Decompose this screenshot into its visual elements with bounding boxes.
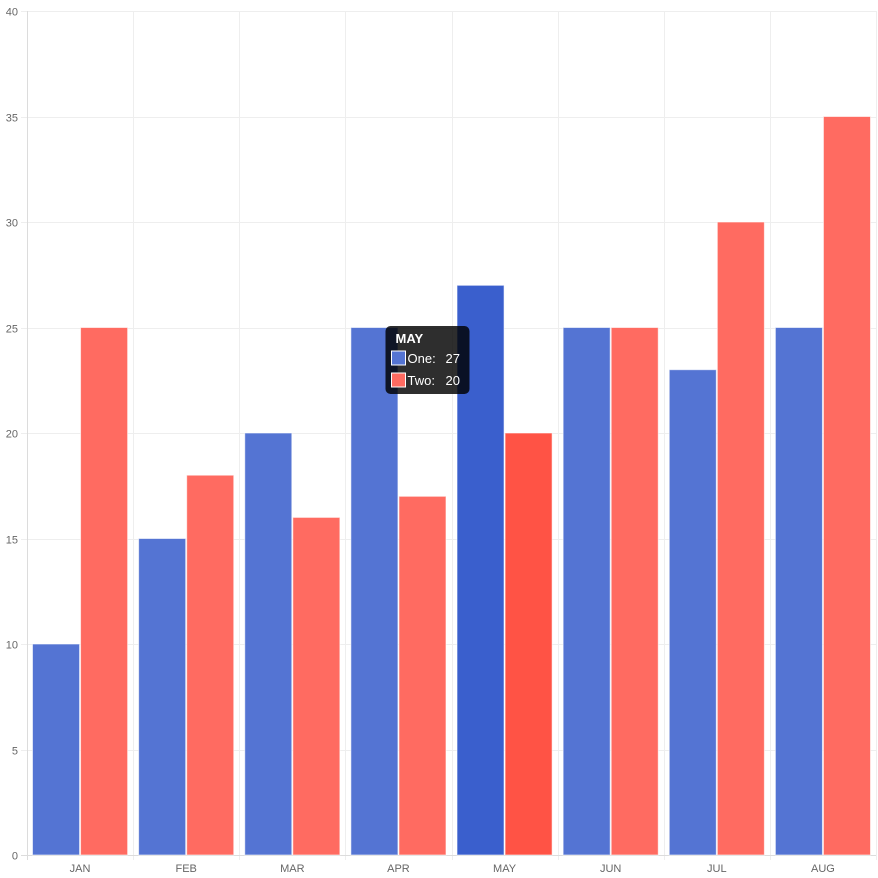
tooltip-background	[385, 326, 470, 394]
bar-one-apr[interactable]	[350, 327, 399, 856]
bar-two-apr[interactable]	[398, 495, 447, 856]
y-tick-label-40: 40	[6, 7, 18, 19]
tooltip-swatch-one	[391, 350, 406, 366]
x-tick-label-jun: JUN	[600, 863, 621, 875]
bars	[32, 116, 871, 856]
tooltip-value-two: 20	[446, 373, 460, 388]
y-tick-label-35: 35	[6, 113, 18, 125]
bar-two-jul[interactable]	[716, 221, 765, 856]
bar-two-feb[interactable]	[186, 474, 235, 856]
bar-one-jan[interactable]	[32, 643, 81, 856]
bar-two-aug[interactable]	[822, 116, 871, 856]
grid-layer	[21, 11, 877, 860]
tooltip-label-two: Two:	[408, 373, 435, 388]
bar-one-feb[interactable]	[138, 538, 187, 856]
bar-one-aug[interactable]	[774, 327, 823, 856]
tooltip-label-one: One:	[408, 351, 436, 366]
bar-one-jul[interactable]	[668, 369, 717, 856]
x-tick-label-feb: FEB	[175, 863, 196, 875]
bar-one-jun[interactable]	[562, 327, 611, 856]
y-tick-label-30: 30	[6, 218, 18, 230]
y-tick-label-25: 25	[6, 324, 18, 336]
y-axis: 0 5 10 15 20 25 30 35 40	[6, 7, 18, 863]
y-tick-label-20: 20	[6, 429, 18, 441]
bar-one-mar[interactable]	[244, 432, 293, 856]
bar-two-may[interactable]	[504, 432, 553, 856]
x-tick-label-mar: MAR	[280, 863, 305, 875]
tooltip-value-one: 27	[446, 351, 460, 366]
y-tick-label-5: 5	[12, 746, 18, 758]
bar-two-jan[interactable]	[80, 327, 129, 856]
x-tick-label-aug: AUG	[811, 863, 835, 875]
y-tick-label-0: 0	[12, 851, 18, 863]
bar-two-mar[interactable]	[292, 516, 341, 856]
y-tick-label-10: 10	[6, 640, 18, 652]
tooltip-title: MAY	[396, 331, 424, 346]
x-tick-label-apr: APR	[387, 863, 410, 875]
x-tick-label-may: MAY	[493, 863, 517, 875]
x-tick-label-jan: JAN	[70, 863, 91, 875]
y-tick-label-15: 15	[6, 535, 18, 547]
x-axis: JAN FEB MAR APR MAY JUN JUL AUG	[70, 863, 835, 875]
tooltip-swatch-two	[391, 372, 406, 388]
tooltip: MAY One: 27 Two: 20	[385, 326, 470, 394]
bar-two-jun[interactable]	[610, 327, 659, 856]
x-tick-label-jul: JUL	[707, 863, 727, 875]
